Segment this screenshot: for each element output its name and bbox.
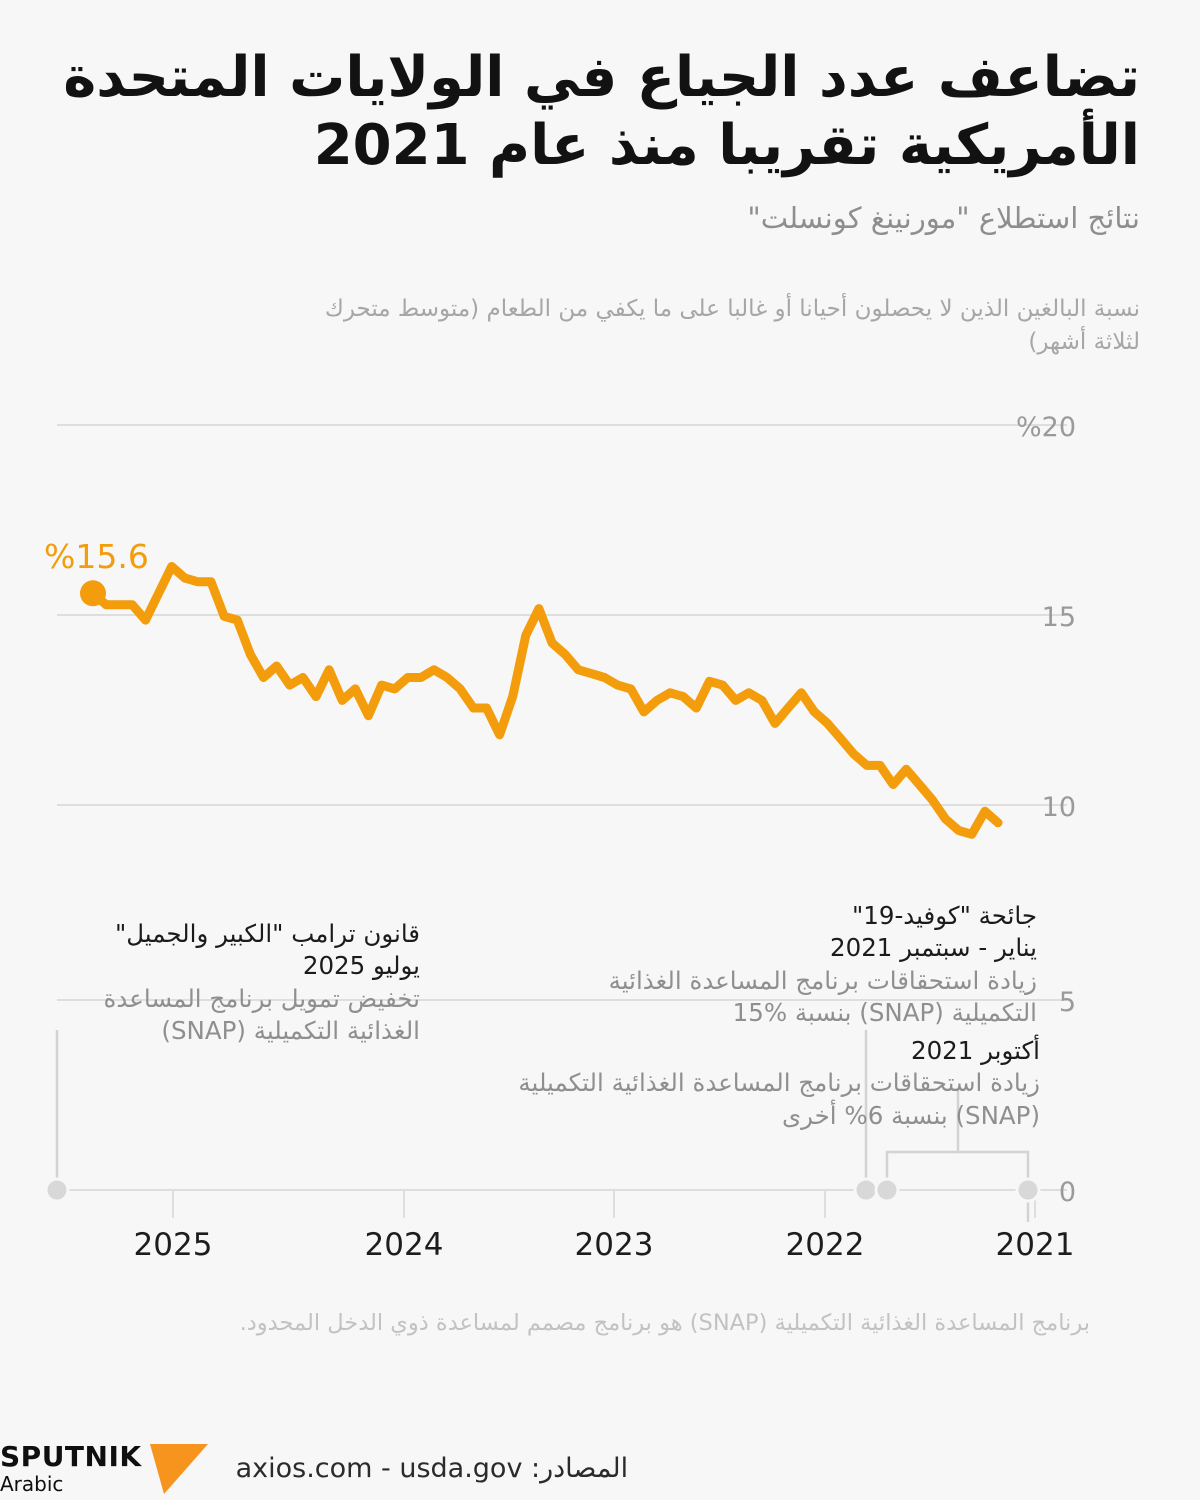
annotation-covid-date: يناير - سبتمبر 2021 xyxy=(830,933,1037,963)
sputnik-logo-name: SPUTNIK xyxy=(0,1439,142,1473)
data-series-line xyxy=(88,562,1003,839)
footnote: برنامج المساعدة الغذائية التكميلية (SNAP… xyxy=(239,1310,1090,1336)
line-chart: %20 15 10 5 0 2025 2024 2023 2022 2021 xyxy=(44,412,1076,1263)
sputnik-triangle-icon xyxy=(149,1444,208,1494)
page-title: تضاعف عدد الجياع في الولايات المتحدة الأ… xyxy=(63,45,1140,179)
sputnik-logo-text: SPUTNIK Arabic xyxy=(0,1439,142,1496)
event-dots xyxy=(44,1177,1041,1203)
y-tick-5: 5 xyxy=(1059,987,1076,1018)
y-axis-labels: %20 15 10 5 0 xyxy=(1016,412,1076,1208)
sources-line: المصادر: axios.com - usda.gov xyxy=(235,1452,629,1484)
x-axis-ticks xyxy=(172,1190,1036,1218)
connector-oct-bracket-right xyxy=(958,1150,1030,1190)
annotation-trump-law-body: تخفيض تمويل برنامج المساعدة الغذائية الت… xyxy=(103,983,420,1045)
annotation-trump-law-date: يوليو 2025 xyxy=(302,951,420,981)
annotation-trump-law-title: قانون ترامب "الكبير والجميل" xyxy=(114,919,420,948)
event-dot-trump-law[interactable] xyxy=(44,1177,70,1203)
annotation-october-2021-title: أكتوبر 2021 xyxy=(910,1036,1040,1065)
annotation-trump-law: قانون ترامب "الكبير والجميل" يوليو 2025 … xyxy=(60,918,420,1047)
series-end-marker[interactable] xyxy=(80,580,106,607)
annotation-covid: جائحة "كوفيد-19" يناير - سبتمبر 2021 زيا… xyxy=(567,900,1037,1029)
series-value-callout: %15.6 xyxy=(44,537,149,576)
footer-bar: SPUTNIK Arabic المصادر: axios.com - usda… xyxy=(0,1436,1200,1500)
x-tick-label-2025: 2025 xyxy=(134,1227,213,1263)
chart-container: %20 15 10 5 0 2025 2024 2023 2022 2021 xyxy=(44,412,1076,1263)
y-tick-10: 10 xyxy=(1042,792,1076,823)
event-dot-baseline-2021[interactable] xyxy=(1015,1177,1041,1203)
annotation-connectors xyxy=(55,1030,1030,1222)
chart-description: نسبة البالغين الذين لا يحصلون أحيانا أو … xyxy=(324,296,1140,355)
x-tick-label-2021: 2021 xyxy=(996,1227,1075,1263)
annotation-october-2021-body: زيادة استحقاقات برنامج المساعدة الغذائية… xyxy=(518,1068,1040,1130)
x-axis-labels: 2025 2024 2023 2022 2021 xyxy=(134,1227,1075,1263)
annotation-covid-title: جائحة "كوفيد-19" xyxy=(851,901,1037,930)
connector-oct-bracket-left xyxy=(885,1090,960,1190)
x-tick-label-2023: 2023 xyxy=(575,1227,654,1263)
x-tick-label-2024: 2024 xyxy=(365,1227,444,1263)
annotation-october-2021: أكتوبر 2021 زيادة استحقاقات برنامج المسا… xyxy=(450,1035,1040,1132)
page-subtitle: نتائج استطلاع "مورنينغ كونسلت" xyxy=(747,201,1140,235)
annotation-covid-body: زيادة استحقاقات برنامج المساعدة الغذائية… xyxy=(608,965,1037,1027)
event-dot-covid[interactable] xyxy=(853,1177,879,1203)
x-tick-label-2022: 2022 xyxy=(786,1227,865,1263)
y-tick-20: %20 xyxy=(1016,412,1076,443)
event-dot-october-2021[interactable] xyxy=(874,1177,900,1203)
y-tick-0: 0 xyxy=(1059,1177,1076,1208)
y-tick-15: 15 xyxy=(1042,602,1076,633)
sputnik-logo-sub: Arabic xyxy=(0,1471,64,1496)
sputnik-logo: SPUTNIK Arabic xyxy=(0,1440,210,1496)
